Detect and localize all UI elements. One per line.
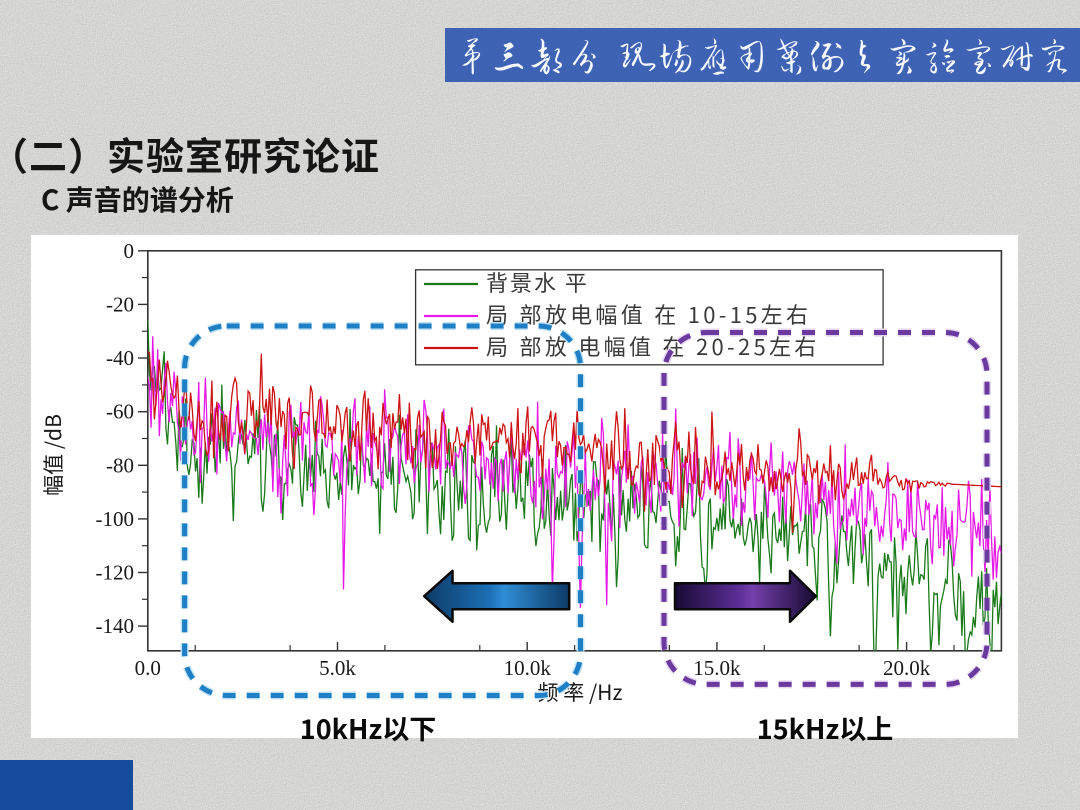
svg-text:-80: -80 xyxy=(106,453,134,477)
svg-text:0.0: 0.0 xyxy=(135,656,161,680)
svg-text:20.0k: 20.0k xyxy=(883,656,931,680)
svg-text:-60: -60 xyxy=(106,400,134,424)
svg-text:局 部放电幅值 在 10-15左右: 局 部放电幅值 在 10-15左右 xyxy=(486,298,811,330)
svg-text:-20: -20 xyxy=(106,292,134,316)
svg-text:频 率 /Hz: 频 率 /Hz xyxy=(538,677,623,707)
svg-text:15.0k: 15.0k xyxy=(693,656,741,680)
svg-text:-100: -100 xyxy=(96,507,135,531)
svg-text:10kHz以下: 10kHz以下 xyxy=(300,708,436,747)
svg-text:幅值 /dB: 幅值 /dB xyxy=(38,414,68,496)
svg-text:15kHz以上: 15kHz以上 xyxy=(757,708,893,747)
svg-text:-40: -40 xyxy=(106,346,134,370)
svg-text:背景水 平: 背景水 平 xyxy=(486,266,589,298)
svg-text:-120: -120 xyxy=(96,561,135,585)
svg-text:0: 0 xyxy=(124,239,135,263)
svg-text:-140: -140 xyxy=(96,614,135,638)
svg-text:局 部放 电幅值 在 20-25左右: 局 部放 电幅值 在 20-25左右 xyxy=(486,330,820,362)
svg-text:5.0k: 5.0k xyxy=(319,656,356,680)
